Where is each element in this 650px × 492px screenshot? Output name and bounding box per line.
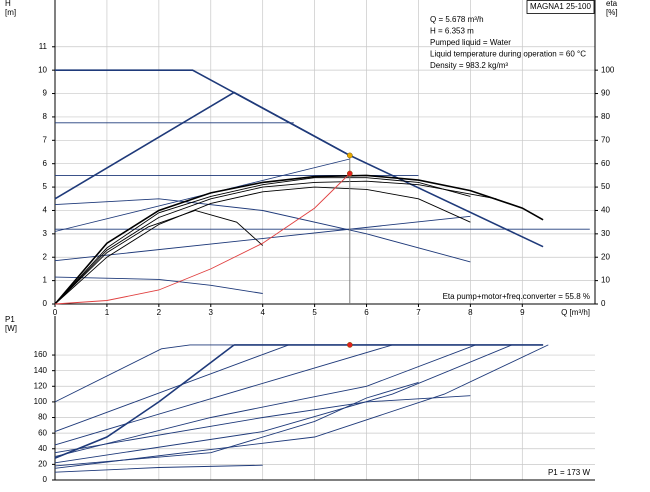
curve [54, 210, 264, 305]
y-tick-label: 4 [43, 206, 48, 215]
annotation: P1 = 173 W [548, 468, 590, 477]
y-axis-label: P1 [5, 315, 15, 324]
y2-tick-label: 90 [601, 89, 610, 98]
y-tick-label: 1 [43, 276, 48, 285]
curve [54, 464, 263, 473]
curve [54, 198, 471, 263]
curve [54, 344, 549, 469]
y-tick-label: 80 [38, 413, 47, 422]
y2-tick-label: 100 [601, 65, 615, 74]
y-tick-label: 8 [43, 112, 48, 121]
curve [54, 344, 393, 446]
y2-tick-label: 50 [601, 182, 610, 191]
curve [54, 91, 351, 200]
y2-tick-label: 70 [601, 135, 610, 144]
y-tick-label: 11 [39, 42, 48, 51]
x-tick-label: 7 [416, 308, 421, 317]
y2-tick-label: 10 [601, 276, 610, 285]
y-tick-label: 40 [38, 444, 47, 453]
y-tick-label: 10 [38, 65, 47, 74]
operating-point [346, 152, 353, 159]
y-tick-label: 0 [43, 475, 48, 484]
y-tick-label: 6 [43, 159, 48, 168]
y2-axis-label: eta [606, 0, 618, 8]
info-line: Density = 983.2 kg/m³ [430, 61, 508, 70]
y-tick-label: 120 [34, 381, 48, 390]
info-line: H = 6.353 m [430, 27, 474, 36]
y2-axis-label: [%] [606, 8, 618, 17]
product-box [526, 0, 595, 14]
info-line: Q = 5.678 m³/h [430, 15, 484, 24]
y-axis-label: [W] [5, 324, 17, 333]
y-tick-label: 9 [43, 89, 48, 98]
y-axis-label: H [5, 0, 11, 8]
operating-point [346, 170, 353, 177]
x-axis-label: Q [m³/h] [561, 308, 590, 317]
operating-point [346, 342, 353, 348]
annotation: Eta pump+motor+freq.converter = 55.8 % [443, 292, 590, 301]
info-line: Pumped liquid = Water [430, 38, 511, 47]
curve [54, 344, 513, 464]
y-tick-label: 2 [43, 252, 48, 261]
x-tick-label: 3 [209, 308, 214, 317]
x-tick-label: 5 [312, 308, 317, 317]
x-tick-label: 9 [520, 308, 525, 317]
curve [54, 174, 544, 305]
x-tick-label: 4 [260, 308, 265, 317]
y-tick-label: 3 [43, 229, 48, 238]
curve [54, 395, 471, 454]
curve [54, 344, 476, 458]
y-tick-label: 0 [43, 299, 48, 308]
info-line: Liquid temperature during operation = 60… [430, 50, 586, 59]
x-tick-label: 2 [157, 308, 162, 317]
y-tick-label: 160 [34, 350, 48, 359]
curve [54, 381, 419, 467]
x-tick-label: 1 [105, 308, 110, 317]
y2-tick-label: 80 [601, 112, 610, 121]
product-name: MAGNA1 25-100 [530, 2, 591, 11]
y2-tick-label: 60 [601, 159, 610, 168]
curve [54, 344, 235, 459]
y-tick-label: 20 [38, 459, 47, 468]
y2-tick-label: 0 [601, 299, 606, 308]
curve [54, 344, 289, 433]
y-tick-label: 140 [34, 366, 48, 375]
y2-tick-label: 40 [601, 206, 610, 215]
y2-tick-label: 20 [601, 252, 610, 261]
y-tick-label: 7 [43, 135, 48, 144]
curve [54, 177, 471, 305]
x-tick-label: 8 [468, 308, 473, 317]
curve [54, 215, 471, 262]
curve [54, 276, 263, 294]
y-tick-label: 5 [43, 182, 48, 191]
y-tick-label: 60 [38, 428, 47, 437]
x-tick-label: 0 [53, 308, 58, 317]
curve [54, 186, 471, 305]
y2-tick-label: 30 [601, 229, 610, 238]
y-tick-label: 100 [34, 397, 48, 406]
y-axis-label: [m] [5, 8, 16, 17]
x-tick-label: 6 [364, 308, 369, 317]
curve [54, 173, 351, 305]
